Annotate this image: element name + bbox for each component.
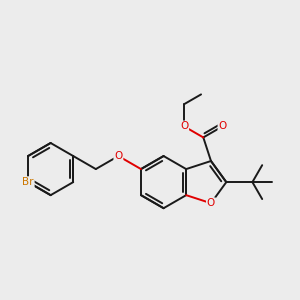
Text: O: O (207, 198, 215, 208)
Text: Br: Br (22, 177, 34, 187)
Text: O: O (218, 122, 226, 131)
Text: O: O (114, 151, 122, 161)
Text: O: O (180, 122, 188, 131)
